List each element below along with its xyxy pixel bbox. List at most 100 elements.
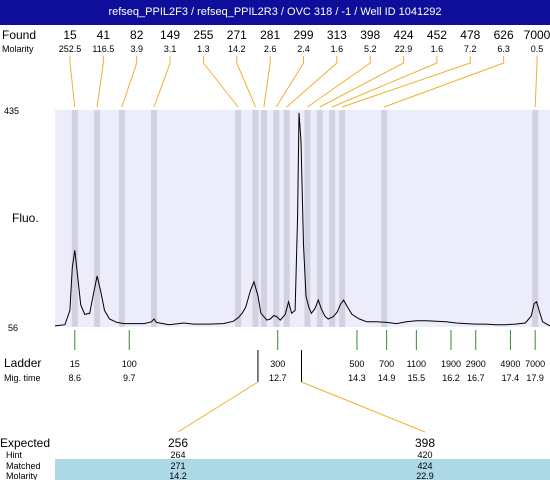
expected-connector bbox=[301, 381, 426, 433]
hint-value: 420 bbox=[417, 450, 432, 460]
found-molarity-value: 14.2 bbox=[228, 44, 246, 54]
found-peak-connector bbox=[286, 56, 338, 108]
molarity-row-label: Molarity bbox=[6, 471, 38, 480]
found-peak-connector bbox=[236, 56, 256, 108]
ladder-size-label: 15 bbox=[70, 359, 80, 369]
found-peak-connector bbox=[275, 56, 304, 108]
matched-value: 271 bbox=[170, 461, 185, 471]
peak-band bbox=[273, 110, 280, 327]
ladder-time-label: 9.7 bbox=[123, 373, 136, 383]
matched-row-highlight bbox=[55, 459, 550, 470]
found-molarity-value: 1.6 bbox=[331, 44, 344, 54]
expected-molarity-value: 14.2 bbox=[169, 471, 187, 480]
found-peak-connector bbox=[384, 56, 505, 108]
found-molarity-value: 6.3 bbox=[497, 44, 510, 54]
found-molarity-value: 3.9 bbox=[130, 44, 143, 54]
found-peak-connector bbox=[96, 56, 104, 108]
found-peak-connector bbox=[202, 56, 239, 108]
found-size-label: 424 bbox=[394, 28, 414, 42]
found-molarity-value: 5.2 bbox=[364, 44, 377, 54]
peak-band bbox=[235, 110, 242, 327]
peak-band bbox=[339, 110, 346, 327]
ladder-size-label: 1100 bbox=[407, 359, 426, 369]
ladder-time-label: 14.9 bbox=[378, 373, 396, 383]
found-molarity-value: 116.5 bbox=[92, 44, 114, 54]
hint-value: 264 bbox=[170, 450, 185, 460]
found-peak-connector bbox=[153, 56, 171, 108]
peak-band bbox=[118, 110, 125, 327]
peak-band bbox=[260, 110, 267, 327]
ladder-size-label: 4900 bbox=[500, 359, 520, 369]
found-size-label: 478 bbox=[460, 28, 480, 42]
expected-label: Expected bbox=[0, 436, 50, 450]
fluorescence-trace bbox=[54, 112, 550, 327]
peak-band bbox=[71, 110, 78, 327]
found-size-label: 299 bbox=[293, 28, 313, 42]
found-molarity-value: 3.1 bbox=[164, 44, 177, 54]
found-size-label: 82 bbox=[130, 28, 144, 42]
peak-band bbox=[316, 110, 323, 327]
found-size-label: 281 bbox=[260, 28, 280, 42]
ladder-time-label: 16.2 bbox=[442, 373, 460, 383]
found-peak-connector bbox=[319, 56, 405, 108]
found-molarity-value: 2.4 bbox=[297, 44, 310, 54]
found-peak-connector bbox=[307, 56, 371, 108]
matched-label: Matched bbox=[6, 461, 41, 471]
y-axis-label: Fluo. bbox=[12, 211, 39, 225]
found-peak-connector bbox=[69, 56, 76, 108]
found-peak-connector bbox=[263, 56, 271, 108]
peak-band bbox=[94, 110, 101, 327]
ladder-size-label: 2900 bbox=[466, 359, 486, 369]
found-label: Found bbox=[2, 28, 36, 42]
found-peak-connector bbox=[121, 56, 138, 108]
found-molarity-value: 7.2 bbox=[464, 44, 477, 54]
y-tick-top: 435 bbox=[4, 106, 19, 116]
peak-band bbox=[381, 110, 388, 327]
peak-band bbox=[532, 110, 539, 327]
ladder-time-label: 17.4 bbox=[502, 373, 520, 383]
found-molarity-value: 1.6 bbox=[431, 44, 444, 54]
found-size-label: 452 bbox=[427, 28, 447, 42]
found-peak-connector bbox=[534, 56, 538, 108]
found-size-label: 41 bbox=[97, 28, 111, 42]
ladder-time-label: 14.3 bbox=[348, 373, 366, 383]
found-size-label: 626 bbox=[494, 28, 514, 42]
ladder-size-label: 7000 bbox=[525, 359, 545, 369]
ladder-time-label: 16.7 bbox=[467, 373, 485, 383]
expected-size-value: 256 bbox=[168, 436, 188, 450]
found-size-label: 398 bbox=[360, 28, 380, 42]
found-molarity-value: 0.5 bbox=[531, 44, 544, 54]
found-molarity-value: 252.5 bbox=[59, 44, 82, 54]
ladder-time-label: 12.7 bbox=[269, 373, 287, 383]
ladder-size-label: 700 bbox=[379, 359, 394, 369]
ladder-size-label: 1900 bbox=[441, 359, 461, 369]
peak-band bbox=[283, 110, 290, 327]
ladder-label: Ladder bbox=[4, 356, 41, 370]
ladder-size-label: 300 bbox=[270, 359, 285, 369]
found-size-label: 149 bbox=[160, 28, 180, 42]
peak-band bbox=[252, 110, 259, 327]
y-tick-bottom: 56 bbox=[8, 323, 18, 333]
matched-value: 424 bbox=[417, 461, 432, 471]
found-size-label: 255 bbox=[193, 28, 213, 42]
found-size-label: 7000 bbox=[524, 28, 550, 42]
ladder-time-label: 17.9 bbox=[526, 373, 544, 383]
ladder-time-label: 15.5 bbox=[408, 373, 426, 383]
expected-connector bbox=[177, 381, 259, 433]
found-size-label: 15 bbox=[63, 28, 77, 42]
peak-band bbox=[329, 110, 336, 327]
peak-band bbox=[304, 110, 311, 327]
window-title: refseq_PPIL2F3 / refseq_PPIL2R3 / OVC 31… bbox=[0, 0, 550, 25]
ladder-size-label: 500 bbox=[349, 359, 364, 369]
found-size-label: 313 bbox=[327, 28, 347, 42]
found-molarity-value: 22.9 bbox=[395, 44, 413, 54]
found-size-label: 271 bbox=[227, 28, 247, 42]
molarity-label: Molarity bbox=[2, 44, 34, 54]
found-peak-connector bbox=[341, 56, 471, 108]
ladder-time-label: 8.6 bbox=[69, 373, 82, 383]
found-peak-connector bbox=[332, 56, 438, 108]
mig-time-label: Mig. time bbox=[4, 373, 41, 383]
ladder-size-label: 100 bbox=[122, 359, 137, 369]
molarity-row-highlight bbox=[55, 470, 550, 480]
